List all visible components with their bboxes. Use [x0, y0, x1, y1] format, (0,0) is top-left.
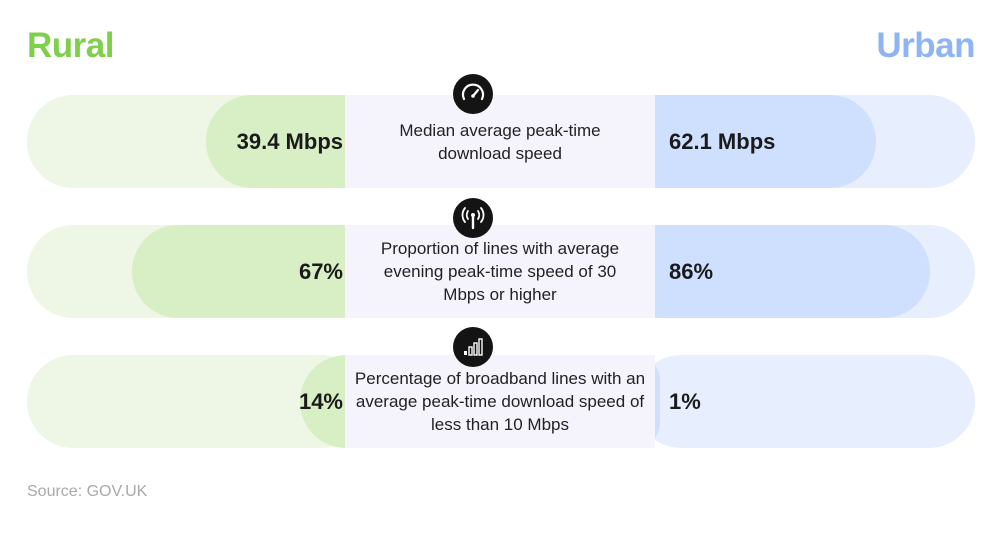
- urban-value-label: 86%: [669, 259, 714, 284]
- rural-track: 39.4 Mbps: [27, 95, 367, 188]
- urban-track: 86%: [635, 225, 975, 318]
- rural-track: 67%: [27, 225, 367, 318]
- urban-value-label: 1%: [669, 389, 701, 414]
- rural-bar: [131, 225, 367, 318]
- comparison-row-30mbps: 67% 86% Proportion of lines with average…: [27, 225, 975, 318]
- urban-value-label: 62.1 Mbps: [669, 129, 776, 154]
- comparison-row-speed: 39.4 Mbps 62.1 Mbps Median average peak-…: [27, 95, 975, 188]
- source-note: Source: GOV.UK: [27, 483, 148, 500]
- metric-label: Percentage of broadband lines with an av…: [345, 355, 655, 448]
- urban-title: Urban: [876, 26, 975, 65]
- urban-bar: [635, 95, 877, 188]
- rural-value-label: 14%: [298, 389, 343, 414]
- urban-bar: [635, 225, 931, 318]
- speedometer-icon: [453, 74, 493, 114]
- rural-track: 14%: [27, 355, 367, 448]
- rural-title: Rural: [27, 26, 114, 65]
- rural-value-label: 39.4 Mbps: [236, 129, 343, 154]
- comparison-row-under-10mbps: 14% 1% Percentage of broadband lines wit…: [27, 355, 975, 448]
- rural-bar: [205, 95, 367, 188]
- broadcast-tower-icon: [453, 198, 493, 238]
- urban-track: 62.1 Mbps: [635, 95, 975, 188]
- rural-value-label: 67%: [298, 259, 343, 284]
- metric-label: Proportion of lines with average evening…: [345, 225, 655, 318]
- urban-track: 1%: [635, 355, 975, 448]
- signal-bars-icon: [453, 327, 493, 367]
- metric-label: Median average peak-time download speed: [345, 95, 655, 188]
